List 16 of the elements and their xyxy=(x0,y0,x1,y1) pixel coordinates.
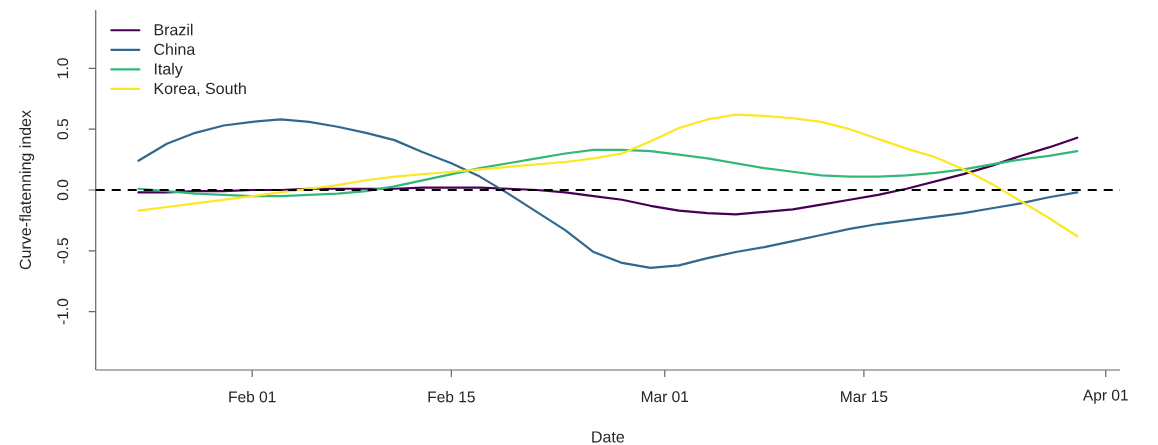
y-tick-label: -1.0 xyxy=(57,298,69,325)
y-axis-title: Curve-flatenning index xyxy=(19,110,35,270)
x-tick-label: Apr 01 xyxy=(1082,389,1128,404)
legend-label: Brazil xyxy=(154,23,193,36)
x-tick-label: Mar 15 xyxy=(841,391,888,403)
x-tick-label: Feb 01 xyxy=(229,390,276,403)
x-tick-label: Feb 15 xyxy=(428,390,475,403)
legend-label: China xyxy=(154,43,196,56)
legend-label: Korea, South xyxy=(154,82,246,97)
legend-label: Italy xyxy=(154,62,183,78)
y-tick-label: 0.0 xyxy=(57,179,69,201)
y-tick-label: 1.0 xyxy=(57,58,69,78)
x-tick-label: Mar 01 xyxy=(641,391,689,403)
y-tick-label: 0.5 xyxy=(57,119,69,140)
x-axis-title: Date xyxy=(592,431,625,443)
y-tick-label: -0.5 xyxy=(57,238,69,264)
